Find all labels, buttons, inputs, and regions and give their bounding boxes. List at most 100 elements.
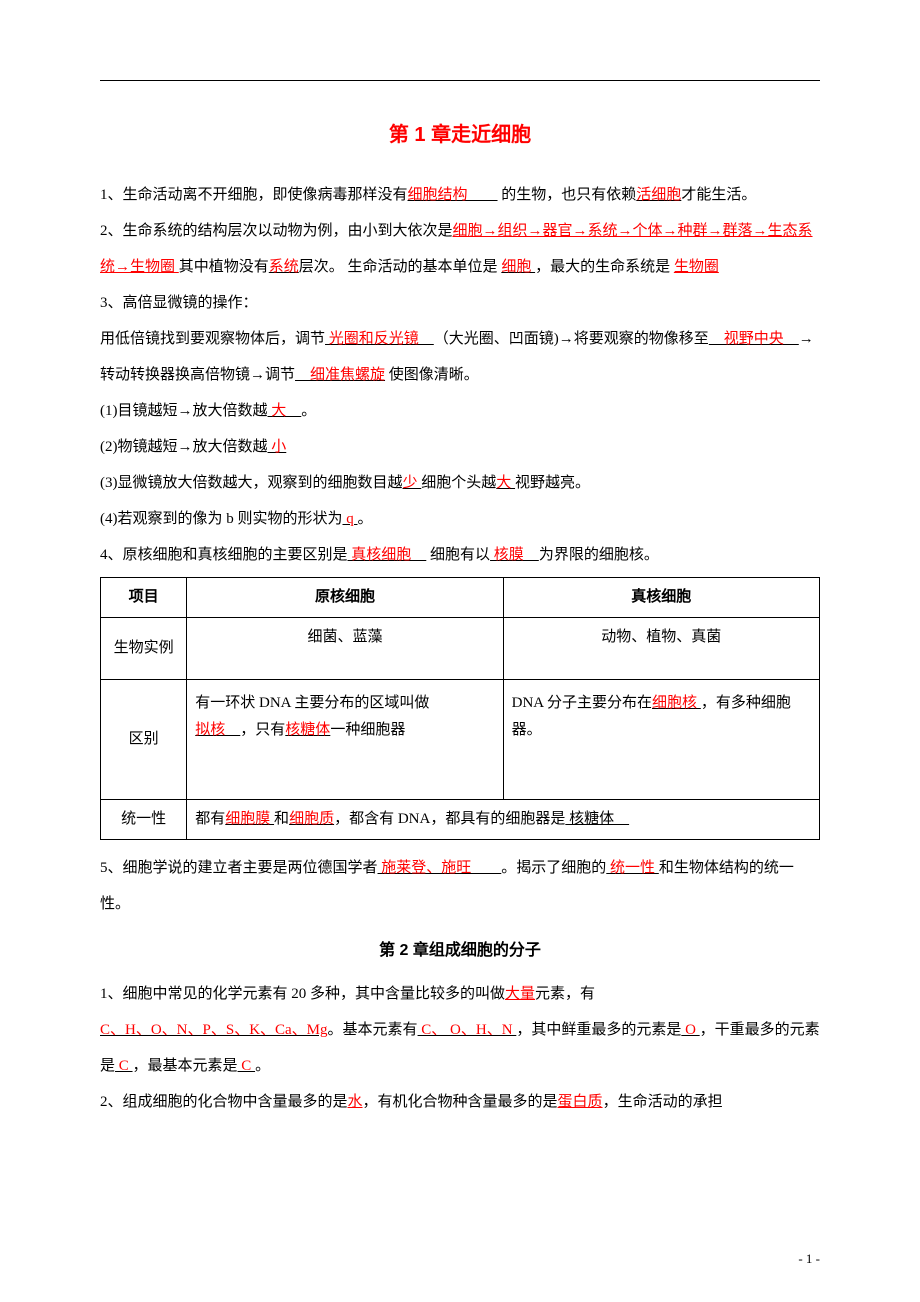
answer-elements: C、H、O、N、P、S、K、Ca、Mg <box>100 1022 328 1038</box>
text: 4、原核细胞和真核细胞的主要区别是 <box>100 547 348 563</box>
cell-label-diff: 区别 <box>101 680 187 800</box>
text: 。 <box>255 1058 270 1074</box>
text: 一种细胞器 <box>330 722 405 738</box>
answer-aperture-mirror: 光圈和反光镜 <box>325 331 434 347</box>
compare-table: 项目 原核细胞 真核细胞 生物实例 细菌、蓝藻 动物、植物、真菌 区别 有一环状… <box>100 577 820 840</box>
text: 1、生命活动离不开细胞，即使像病毒那样没有 <box>100 187 408 203</box>
answer-basic-elements: C、 O、H、N <box>418 1022 517 1038</box>
document-page: 第 1 章走近细胞 1、生命活动离不开细胞，即使像病毒那样没有细胞结构 的生物，… <box>0 0 920 1302</box>
text: 为界限的细胞核。 <box>539 547 659 563</box>
c2-para-2: 2、组成细胞的化合物中含量最多的是水，有机化合物种含量最多的是蛋白质，生命活动的… <box>100 1084 820 1120</box>
text: (3)显微镜放大倍数越大，观察到的细胞数目越 <box>100 475 403 491</box>
answer-protein: 蛋白质 <box>558 1094 603 1110</box>
cell-prok-examples: 细菌、蓝藻 <box>187 618 503 680</box>
text: 。基本元素有 <box>328 1022 418 1038</box>
text: 用低倍镜找到要观察物体后，调节 <box>100 331 325 347</box>
answer-big2: 大 <box>496 475 515 491</box>
cell-unity: 都有细胞膜 和细胞质，都含有 DNA，都具有的细胞器是 核糖体 <box>187 800 820 840</box>
cell-euk-examples: 动物、植物、真菌 <box>503 618 819 680</box>
text: ，生命活动的承担 <box>603 1094 723 1110</box>
th-item: 项目 <box>101 578 187 618</box>
cell-label-examples: 生物实例 <box>101 618 187 680</box>
answer-small: 小 <box>268 439 287 455</box>
text: 和 <box>274 811 289 827</box>
text: (1)目镜越短→放大倍数越 <box>100 403 268 419</box>
answer-cytoplasm: 细胞质 <box>289 811 334 827</box>
text: 都有 <box>195 811 225 827</box>
table-row-examples: 生物实例 细菌、蓝藻 动物、植物、真菌 <box>101 618 820 680</box>
cell-euk-diff: DNA 分子主要分布在细胞核 ，有多种细胞器。 <box>503 680 819 800</box>
answer-big: 大 <box>268 403 302 419</box>
para-3-2: (2)物镜越短→放大倍数越 小 <box>100 429 820 465</box>
para-1: 1、生命活动离不开细胞，即使像病毒那样没有细胞结构 的生物，也只有依赖活细胞才能… <box>100 177 820 213</box>
text: ，其中鲜重最多的元素是 <box>516 1022 681 1038</box>
text: 2、生命系统的结构层次以动物为例，由小到大依次是 <box>100 223 453 239</box>
cell-label-unity: 统一性 <box>101 800 187 840</box>
answer-eukaryotic: 真核细胞 <box>348 547 427 563</box>
para-3-heading: 3、高倍显微镜的操作： <box>100 285 820 321</box>
answer-membrane: 细胞膜 <box>225 811 274 827</box>
text: 有一环状 DNA 主要分布的区域叫做 <box>195 695 429 711</box>
table-row-diff: 区别 有一环状 DNA 主要分布的区域叫做 拟核 ，只有核糖体一种细胞器 DNA… <box>101 680 820 800</box>
chapter-2-title: 第 2 章组成细胞的分子 <box>100 932 820 970</box>
answer-o: O <box>681 1022 699 1038</box>
text: （大光圈、凹面镜)→将要观察的物像移至 <box>434 331 709 347</box>
text: 细胞有以 <box>426 547 490 563</box>
text: 2、组成细胞的化合物中含量最多的是 <box>100 1094 348 1110</box>
text: 视野越亮。 <box>515 475 590 491</box>
text: 层次。 生命活动的基本单位是 <box>299 259 502 275</box>
answer-few: 少 <box>403 475 422 491</box>
para-2: 2、生命系统的结构层次以动物为例，由小到大依次是细胞→组织→器官→系统→个体→种… <box>100 213 820 285</box>
answer-ribosome-unity: 核糖体 <box>565 811 629 827</box>
answer-fine-focus: 细准焦螺旋 <box>295 367 385 383</box>
answer-water: 水 <box>348 1094 363 1110</box>
chapter-1-title: 第 1 章走近细胞 <box>100 111 820 159</box>
text: 其中植物没有 <box>179 259 269 275</box>
text: 使图像清晰。 <box>385 367 479 383</box>
cell-prok-diff: 有一环状 DNA 主要分布的区域叫做 拟核 ，只有核糖体一种细胞器 <box>187 680 503 800</box>
answer-daliang: 大量 <box>505 986 535 1002</box>
answer-living-cell: 活细胞 <box>636 187 681 203</box>
answer-q: q <box>343 511 358 527</box>
para-3-1: (1)目镜越短→放大倍数越 大 。 <box>100 393 820 429</box>
text: 5、细胞学说的建立者主要是两位德国学者 <box>100 860 378 876</box>
text: (4)若观察到的像为 b 则实物的形状为 <box>100 511 343 527</box>
text: 的生物，也只有依赖 <box>498 187 637 203</box>
text: 。 <box>358 511 373 527</box>
answer-nucleus: 细胞核 <box>652 695 701 711</box>
answer-center-field: 视野中央 <box>709 331 799 347</box>
top-rule <box>100 80 820 81</box>
text: 。 <box>301 403 316 419</box>
text: 才能生活。 <box>681 187 756 203</box>
table-header-row: 项目 原核细胞 真核细胞 <box>101 578 820 618</box>
table-row-unity: 统一性 都有细胞膜 和细胞质，都含有 DNA，都具有的细胞器是 核糖体 <box>101 800 820 840</box>
text: 1、细胞中常见的化学元素有 20 多种，其中含量比较多的叫做 <box>100 986 505 1002</box>
th-prokaryotic: 原核细胞 <box>187 578 503 618</box>
answer-nucleoid: 拟核 <box>195 722 240 738</box>
text: ，最基本元素是 <box>133 1058 238 1074</box>
answer-c1: C <box>115 1058 133 1074</box>
para-3-3: (3)显微镜放大倍数越大，观察到的细胞数目越少 细胞个头越大 视野越亮。 <box>100 465 820 501</box>
text: 元素，有 <box>535 986 595 1002</box>
text: DNA 分子主要分布在 <box>512 695 652 711</box>
c2-para-1: 1、细胞中常见的化学元素有 20 多种，其中含量比较多的叫做大量元素，有 C、H… <box>100 976 820 1084</box>
text: 细胞个头越 <box>421 475 496 491</box>
para-3-4: (4)若观察到的像为 b 则实物的形状为 q 。 <box>100 501 820 537</box>
answer-schleiden-schwann: 施莱登、施旺 <box>378 860 502 876</box>
text: (2)物镜越短→放大倍数越 <box>100 439 268 455</box>
answer-ribosome: 核糖体 <box>285 722 330 738</box>
text: ，只有 <box>240 722 285 738</box>
answer-c2: C <box>238 1058 256 1074</box>
text: ，有机化合物种含量最多的是 <box>363 1094 558 1110</box>
para-3-body: 用低倍镜找到要观察物体后，调节 光圈和反光镜 （大光圈、凹面镜)→将要观察的物像… <box>100 321 820 393</box>
text: ，都含有 DNA，都具有的细胞器是 <box>334 811 565 827</box>
answer-cell-structure: 细胞结构 <box>408 187 498 203</box>
page-number: - 1 - <box>798 1243 820 1274</box>
th-eukaryotic: 真核细胞 <box>503 578 819 618</box>
answer-cell: 细胞 <box>501 259 535 275</box>
answer-nuclear-membrane: 核膜 <box>490 547 539 563</box>
answer-biosphere: 生物圈 <box>674 259 719 275</box>
answer-unity: 统一性 <box>606 860 659 876</box>
text: ，最大的生命系统是 <box>535 259 674 275</box>
text: 。揭示了细胞的 <box>501 860 606 876</box>
